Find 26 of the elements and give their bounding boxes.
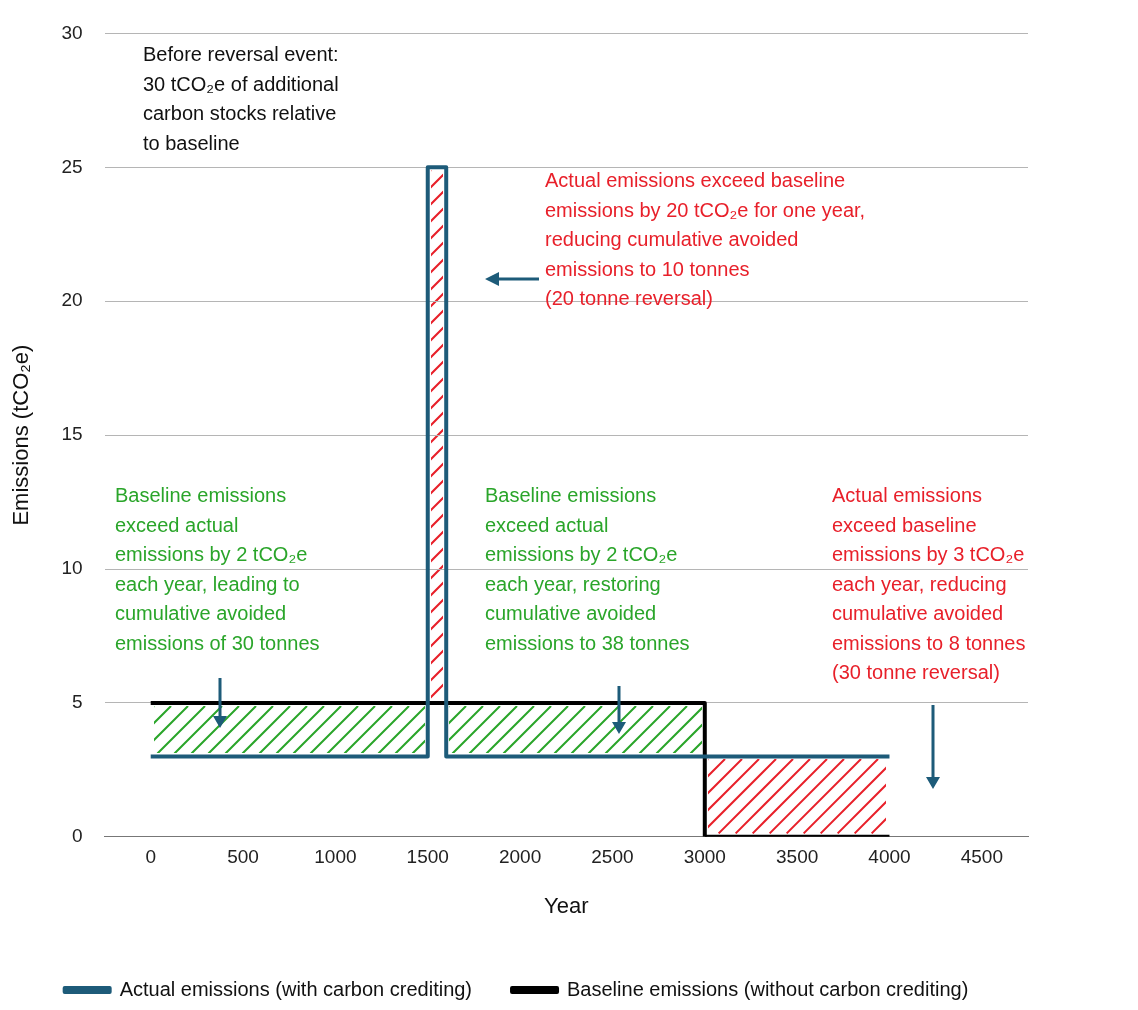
x-tick-label: 4000: [868, 846, 911, 868]
y-tick-label: 0: [71, 825, 83, 847]
y-tick-label: 15: [61, 423, 83, 445]
x-tick-label: 3000: [683, 846, 726, 868]
y-tick-label: 10: [61, 557, 83, 579]
legend-label: Actual emissions (with carbon crediting): [119, 977, 473, 1000]
legend-label: Baseline emissions (without carbon crediting): [567, 977, 969, 1000]
x-axis-title: Year: [544, 892, 589, 918]
x-tick-label: 500: [227, 846, 259, 868]
annotation: Baseline emissions exceed actual emissions by 2 tCO₂e each year, restoring cumulative avoided emissions to 38 tonnes: [485, 483, 690, 656]
x-tick-label: 1000: [314, 846, 357, 868]
y-tick-label: 5: [71, 691, 83, 713]
y-tick-label: 25: [61, 155, 83, 177]
x-tick-label: 3500: [775, 846, 819, 868]
x-tick-label: 4500: [960, 846, 1003, 868]
x-tick-label: 2000: [498, 846, 542, 868]
annotation: Before reversal event: 30 tCO₂e of additional carbon stocks relative to baseline: [143, 42, 339, 156]
x-tick-label: 1500: [406, 846, 449, 868]
x-tick-label: 0: [145, 846, 156, 868]
annotation: Actual emissions exceed baseline emissions by 20 tCO₂e for one year, reducing cumulative avoided emissions to 10 tonnes (20 tonne reversal): [545, 168, 866, 311]
annotation: Baseline emissions exceed actual emissions by 2 tCO₂e each year, leading to cumulative avoided emissions of 30 tonnes: [115, 483, 320, 656]
y-tick-label: 30: [61, 21, 83, 43]
y-axis-title: Emissions (tCO₂e): [8, 344, 34, 526]
y-tick-label: 20: [61, 289, 83, 311]
x-tick-label: 2500: [591, 846, 634, 868]
annotation: Actual emissions exceed baseline emissions by 3 tCO₂e each year, reducing cumulative avoided emissions to 8 tonnes (30 tonne reversal): [832, 483, 1026, 685]
